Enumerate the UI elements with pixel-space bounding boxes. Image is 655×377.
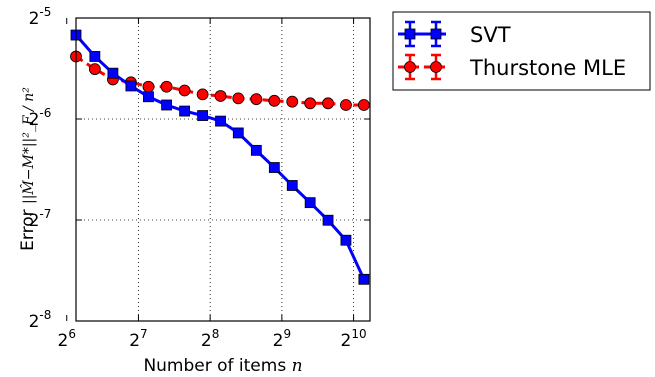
legend: SVT Thurstone MLE [392,11,651,91]
x-tick-label: 29 [273,327,291,351]
data-point [357,99,370,111]
x-axis-label: Number of items n [143,356,302,376]
legend-entry: SVT [398,20,511,48]
data-point [178,84,191,97]
y-tick-label: 2-8 [29,308,52,332]
legend-marker [404,28,416,40]
legend-marker [404,61,416,73]
data-point [286,180,298,191]
data-point [142,80,155,93]
data-point [197,110,209,121]
x-tick-label: 210 [341,327,367,351]
legend-label: SVT [470,23,511,47]
legend-label: Thurstone MLE [469,56,626,80]
series-layer [70,29,370,285]
data-point [232,127,244,139]
data-point [196,88,209,101]
data-point [268,162,280,173]
data-point [89,51,101,62]
legend-marker [430,28,442,40]
data-point [358,273,370,285]
data-point [161,99,172,111]
data-point [143,91,154,103]
data-point [160,80,173,93]
data-point [88,63,101,76]
data-point [286,95,299,108]
grid-lines [76,18,370,321]
data-point [340,234,352,246]
legend-entry: Thurstone MLE [398,53,626,81]
data-point [304,97,317,110]
data-point [250,93,263,106]
data-point [268,94,281,107]
x-tick-label: 28 [201,327,219,351]
series-thurstone-mle [70,50,370,111]
data-point [322,97,334,110]
data-point [250,144,262,156]
data-point [304,197,316,209]
axis-ticks: 26 27 28 29 210 2-5 2-6 2-7 2-8 [29,5,370,351]
data-point [322,214,334,226]
y-axis-label: Error ||M̂−M*||²_F / n² [18,87,38,251]
data-point [215,115,226,127]
data-point [179,105,191,117]
data-point [125,80,137,92]
legend-marker [430,61,442,73]
x-tick-label: 26 [57,327,75,351]
series-svt [70,29,370,285]
x-tick-label: 27 [129,327,147,351]
y-tick-label: 2-6 [29,106,52,130]
data-point [232,92,245,105]
y-tick-label: 2-5 [29,5,52,29]
y-tick-label: 2-7 [29,207,52,231]
plot-frame [75,17,371,322]
series-line [74,34,366,280]
data-point [214,90,227,102]
data-point [340,99,352,111]
data-point [107,67,119,79]
